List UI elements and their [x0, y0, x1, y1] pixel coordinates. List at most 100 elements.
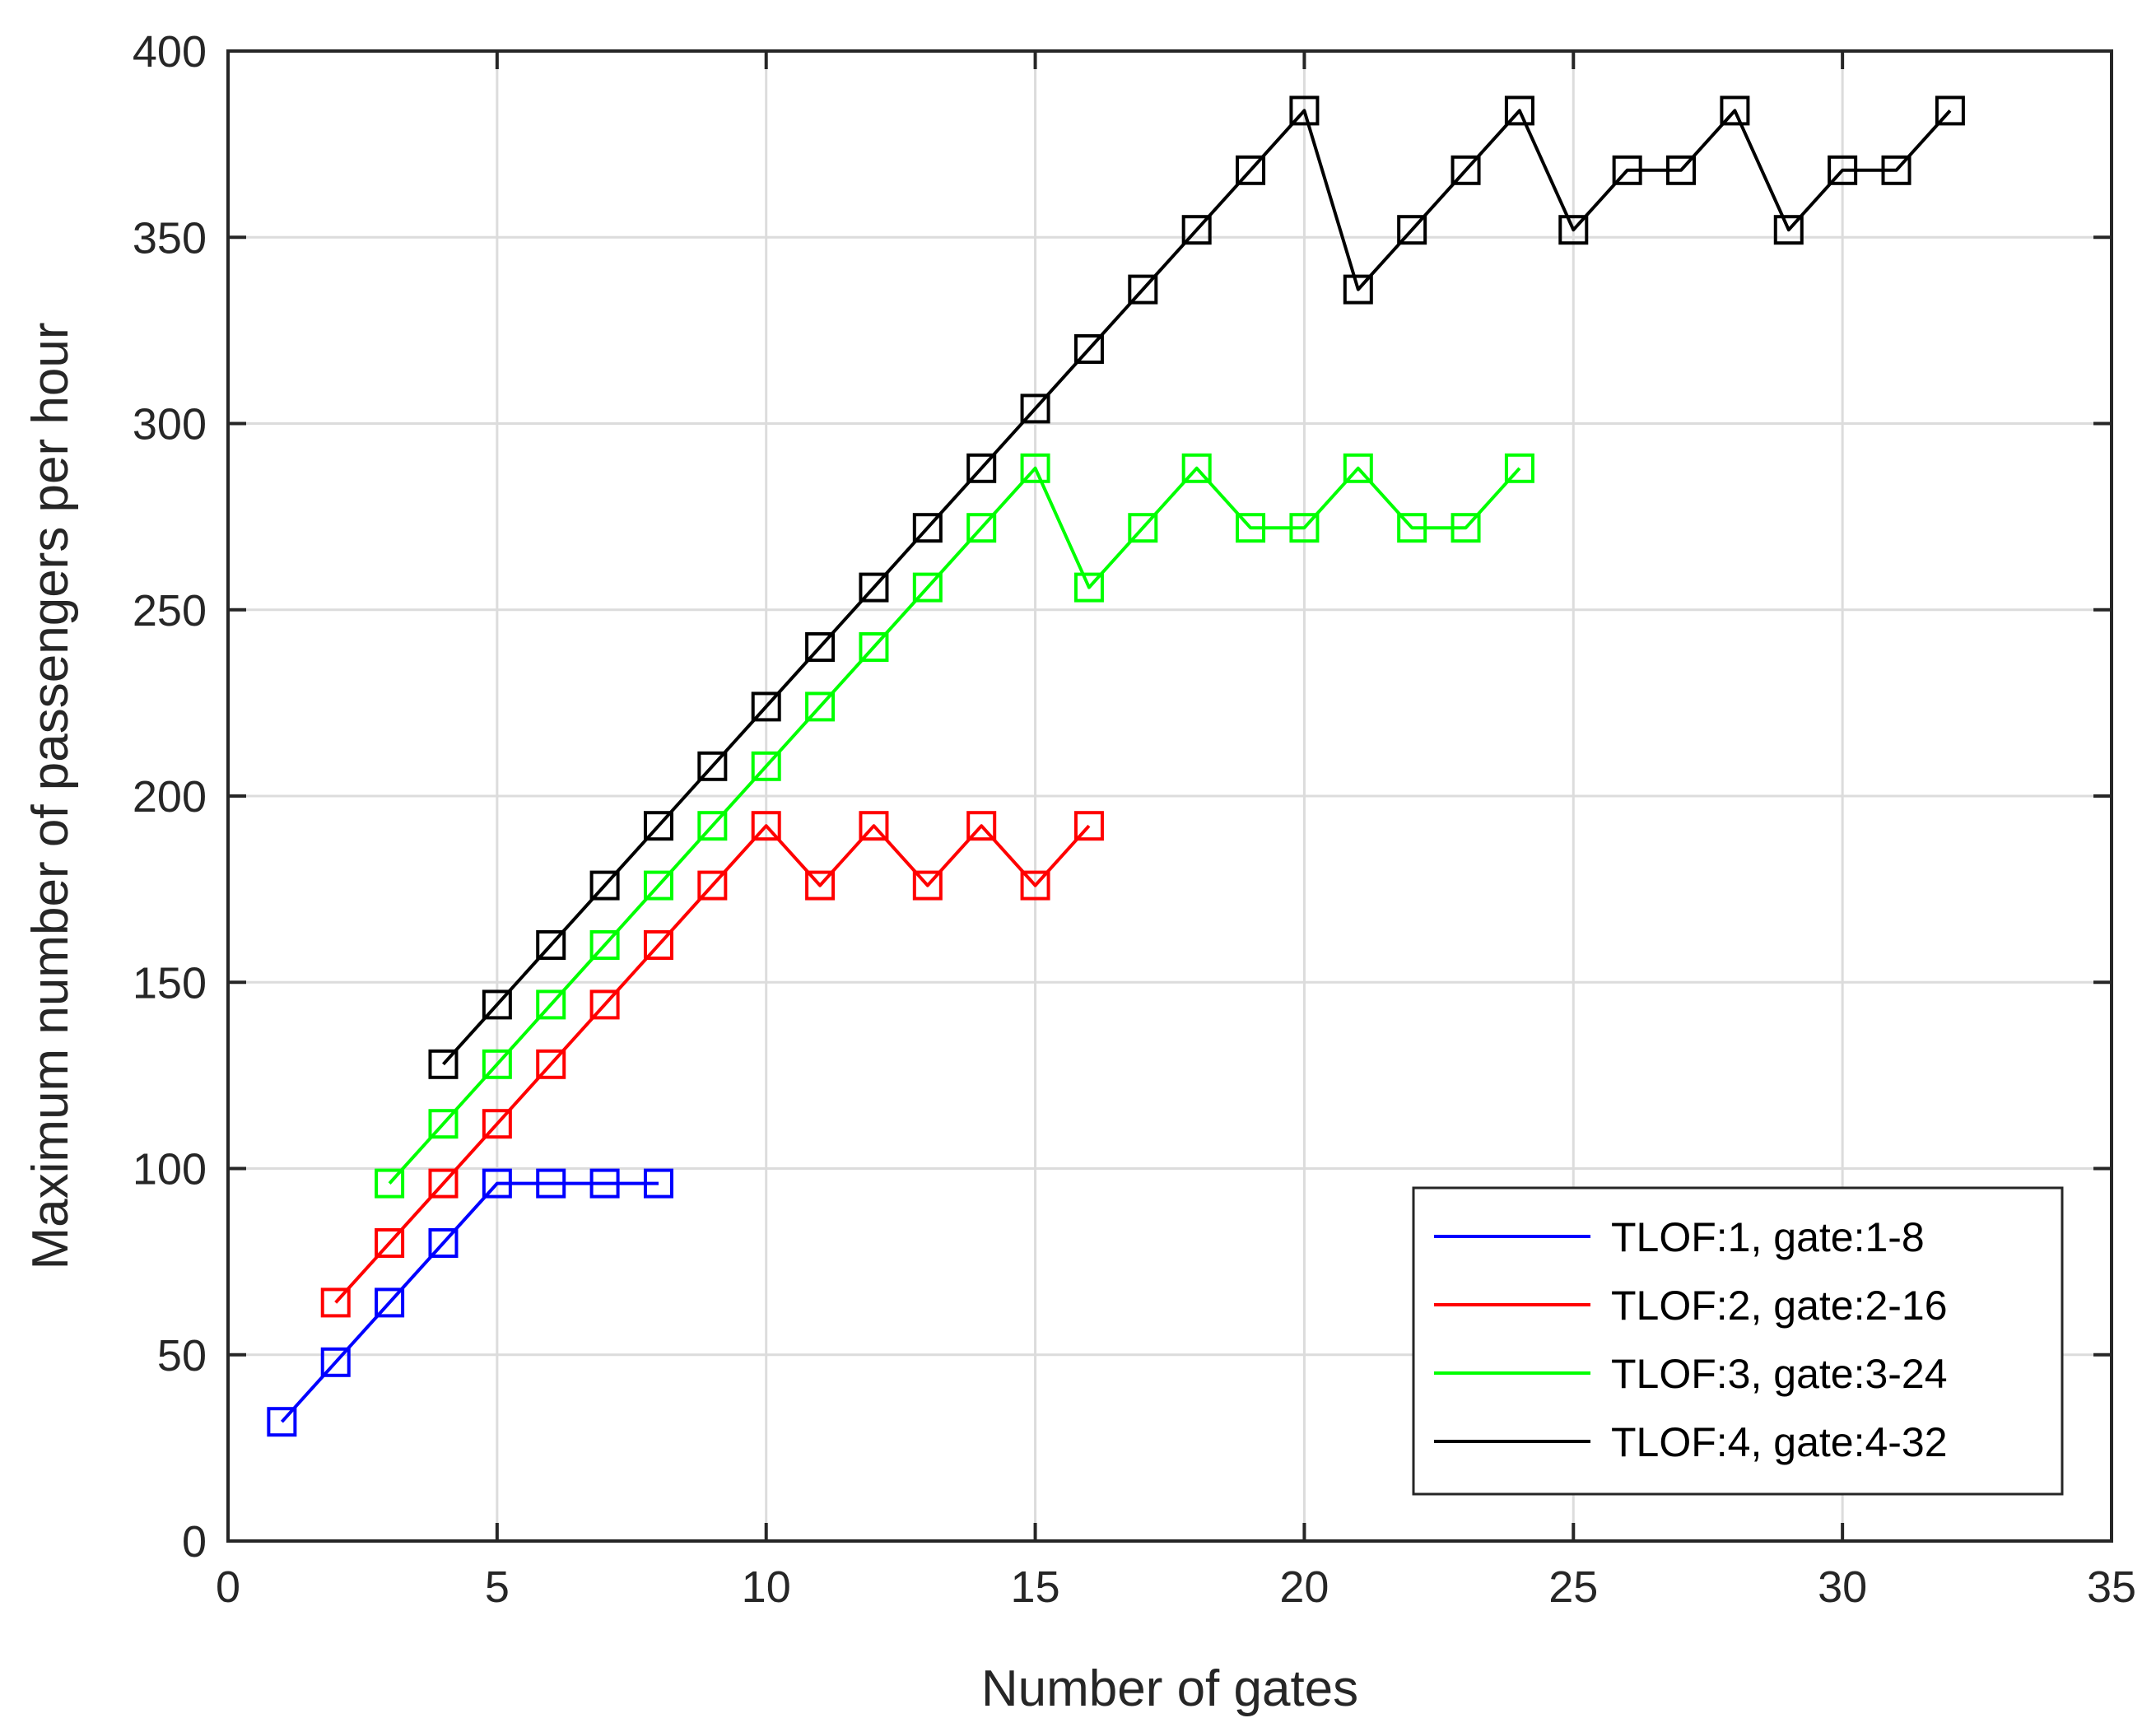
y-tick-label: 300 — [133, 400, 207, 449]
data-point-marker — [482, 989, 512, 1020]
y-tick-label: 50 — [157, 1331, 207, 1380]
data-point-marker — [1073, 811, 1104, 841]
data-point-marker — [1773, 215, 1804, 245]
data-point-marker — [966, 811, 997, 841]
data-point-marker — [1828, 155, 1858, 185]
data-point-marker — [912, 513, 943, 543]
series-4 — [428, 95, 1965, 1079]
grid-lines — [228, 51, 2112, 1541]
data-point-marker — [697, 751, 728, 781]
data-point-marker — [375, 1287, 405, 1318]
x-tick-label: 35 — [2087, 1562, 2136, 1612]
series-3 — [375, 453, 1534, 1199]
data-point-marker — [375, 1168, 405, 1199]
data-point-marker — [1504, 95, 1534, 126]
data-point-marker — [589, 870, 620, 901]
data-point-marker — [1343, 274, 1373, 305]
data-point-marker — [1343, 453, 1373, 483]
data-point-marker — [1881, 155, 1912, 185]
data-point-marker — [589, 930, 620, 960]
y-tick-label: 200 — [133, 772, 207, 822]
x-axis-title: Number of gates — [981, 1660, 1358, 1717]
data-point-marker — [1020, 453, 1050, 483]
data-point-marker — [1181, 215, 1212, 245]
data-point-marker — [805, 632, 836, 662]
series-line — [334, 824, 1091, 1304]
data-point-marker — [1073, 572, 1104, 603]
data-point-marker — [428, 1168, 459, 1199]
data-point-marker — [697, 870, 728, 901]
data-point-marker — [859, 811, 889, 841]
data-point-marker — [643, 930, 673, 960]
data-point-marker — [536, 1168, 566, 1199]
y-axis-title: Maximum number of passengers per hour — [22, 323, 79, 1270]
y-tick-label: 250 — [133, 586, 207, 636]
y-tick-label: 100 — [133, 1145, 207, 1194]
legend: TLOF:1, gate:1-8 TLOF:2, gate:2-16 TLOF:… — [1412, 1186, 2064, 1496]
data-point-marker — [1451, 155, 1481, 185]
data-point-marker — [643, 1168, 673, 1199]
legend-entry-3: TLOF:3, gate:3-24 — [1434, 1351, 1948, 1397]
data-point-marker — [966, 513, 997, 543]
data-point-marker — [1397, 215, 1427, 245]
data-point-marker — [482, 1109, 512, 1139]
data-point-marker — [1451, 513, 1481, 543]
x-tick-label: 10 — [742, 1562, 791, 1612]
data-point-marker — [428, 1228, 459, 1258]
y-tick-label: 400 — [133, 27, 207, 77]
data-point-marker — [1181, 453, 1212, 483]
data-point-marker — [589, 1168, 620, 1199]
data-point-marker — [320, 1347, 351, 1377]
y-tick-label: 350 — [133, 213, 207, 263]
data-point-marker — [1073, 334, 1104, 364]
x-tick-label: 15 — [1011, 1562, 1060, 1612]
data-point-marker — [1720, 95, 1750, 126]
data-point-marker — [1289, 95, 1320, 126]
x-tick-label: 30 — [1818, 1562, 1867, 1612]
data-point-marker — [1236, 513, 1266, 543]
data-point-marker — [912, 572, 943, 603]
data-point-marker — [375, 1228, 405, 1258]
data-point-marker — [751, 691, 781, 722]
data-point-marker — [697, 811, 728, 841]
x-tick-label: 25 — [1548, 1562, 1598, 1612]
data-point-marker — [267, 1407, 297, 1437]
data-point-marker — [966, 453, 997, 483]
series-2 — [320, 811, 1104, 1318]
data-point-marker — [320, 1287, 351, 1318]
legend-entry-2: TLOF:2, gate:2-16 — [1434, 1283, 1948, 1329]
data-point-marker — [643, 811, 673, 841]
data-point-marker — [859, 572, 889, 603]
data-point-marker — [1128, 274, 1158, 305]
x-tick-label: 0 — [216, 1562, 240, 1612]
y-tick-label: 0 — [182, 1517, 207, 1567]
data-point-marker — [1128, 513, 1158, 543]
data-point-marker — [536, 1049, 566, 1079]
data-point-marker — [1935, 95, 1965, 126]
data-point-marker — [805, 870, 836, 901]
data-point-marker — [536, 930, 566, 960]
series-line — [388, 466, 1521, 1185]
x-tick-label: 20 — [1279, 1562, 1329, 1612]
series-1 — [267, 1168, 673, 1437]
data-point-marker — [912, 870, 943, 901]
data-point-marker — [1612, 155, 1642, 185]
data-point-marker — [805, 691, 836, 722]
legend-entry-4: TLOF:4, gate:4-32 — [1434, 1419, 1948, 1465]
data-point-marker — [428, 1049, 459, 1079]
legend-entry-1: TLOF:1, gate:1-8 — [1434, 1214, 1925, 1260]
series-line — [442, 109, 1952, 1066]
x-tick-label: 5 — [485, 1562, 510, 1612]
legend-label-3: TLOF:3, gate:3-24 — [1611, 1351, 1948, 1397]
data-point-marker — [1397, 513, 1427, 543]
y-tick-label: 150 — [133, 958, 207, 1008]
series-line — [280, 1181, 659, 1423]
data-point-marker — [1020, 393, 1050, 424]
legend-label-2: TLOF:2, gate:2-16 — [1611, 1283, 1948, 1329]
data-point-marker — [643, 870, 673, 901]
legend-label-4: TLOF:4, gate:4-32 — [1611, 1419, 1948, 1465]
data-point-marker — [1666, 155, 1697, 185]
data-point-marker — [1558, 215, 1589, 245]
